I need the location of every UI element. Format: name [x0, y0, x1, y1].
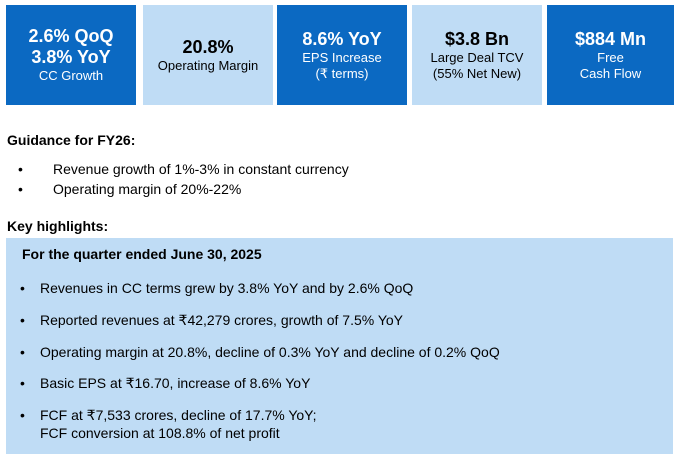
highlight-text: FCF conversion at 108.8% of net profit [40, 425, 280, 441]
highlights-panel: For the quarter ended June 30, 2025 • Re… [6, 238, 673, 454]
highlight-text: FCF at ₹7,533 crores, decline of 17.7% Y… [40, 407, 317, 423]
kpi-label: Large Deal TCV [430, 49, 524, 65]
highlight-text: Basic EPS at ₹16.70, increase of 8.6% Yo… [40, 375, 311, 391]
kpi-label: EPS Increase [302, 49, 382, 65]
guidance-title: Guidance for FY26: [7, 132, 136, 148]
kpi-tile-large-deal-tcv: $3.8 Bn Large Deal TCV (55% Net New) [412, 5, 542, 105]
kpi-value: 8.6% YoY [302, 28, 382, 49]
kpi-tiles: 2.6% QoQ 3.8% YoY CC Growth 20.8% Operat… [6, 5, 674, 105]
kpi-value-qoq: 2.6% QoQ [28, 26, 114, 46]
highlight-text: Operating margin at 20.8%, decline of 0.… [40, 344, 500, 360]
bullet-icon: • [18, 181, 23, 197]
guidance-item-text: Revenue growth of 1%-3% in constant curr… [53, 161, 349, 177]
kpi-label: CC Growth [38, 68, 104, 83]
kpi-value: $3.8 Bn [444, 28, 510, 49]
guidance-item: • Operating margin of 20%-22% [18, 179, 349, 199]
bullet-icon: • [18, 161, 23, 177]
bullet-icon: • [20, 375, 25, 391]
kpi-value-yoy: 3.8% YoY [31, 47, 111, 67]
guidance-item-text: Operating margin of 20%-22% [53, 181, 242, 197]
highlights-title: Key highlights: [7, 218, 109, 234]
bullet-icon: • [20, 280, 25, 296]
kpi-value: $884 Mn [574, 28, 647, 49]
kpi-tile-cc-growth: 2.6% QoQ 3.8% YoY CC Growth [6, 5, 136, 105]
bullet-icon: • [20, 312, 25, 328]
kpi-tile-free-cash-flow: $884 Mn Free Cash Flow [547, 5, 674, 105]
highlights-period: For the quarter ended June 30, 2025 [22, 246, 262, 262]
kpi-label-note: (55% Net New) [432, 65, 522, 81]
kpi-label-note: (₹ terms) [315, 65, 369, 81]
bullet-icon: • [20, 407, 25, 423]
guidance-list: • Revenue growth of 1%-3% in constant cu… [18, 159, 349, 199]
bullet-icon: • [20, 344, 25, 360]
kpi-tile-operating-margin: 20.8% Operating Margin [143, 5, 273, 105]
kpi-label-note: Cash Flow [579, 65, 642, 81]
highlight-text: Reported revenues at ₹42,279 crores, gro… [40, 312, 404, 328]
kpi-label: Operating Margin [157, 57, 259, 73]
kpi-label: Free [597, 49, 624, 65]
guidance-item: • Revenue growth of 1%-3% in constant cu… [18, 159, 349, 179]
highlight-text: Revenues in CC terms grew by 3.8% YoY an… [40, 280, 414, 296]
kpi-tile-eps: 8.6% YoY EPS Increase (₹ terms) [277, 5, 407, 105]
kpi-value: 20.8% [182, 36, 234, 57]
